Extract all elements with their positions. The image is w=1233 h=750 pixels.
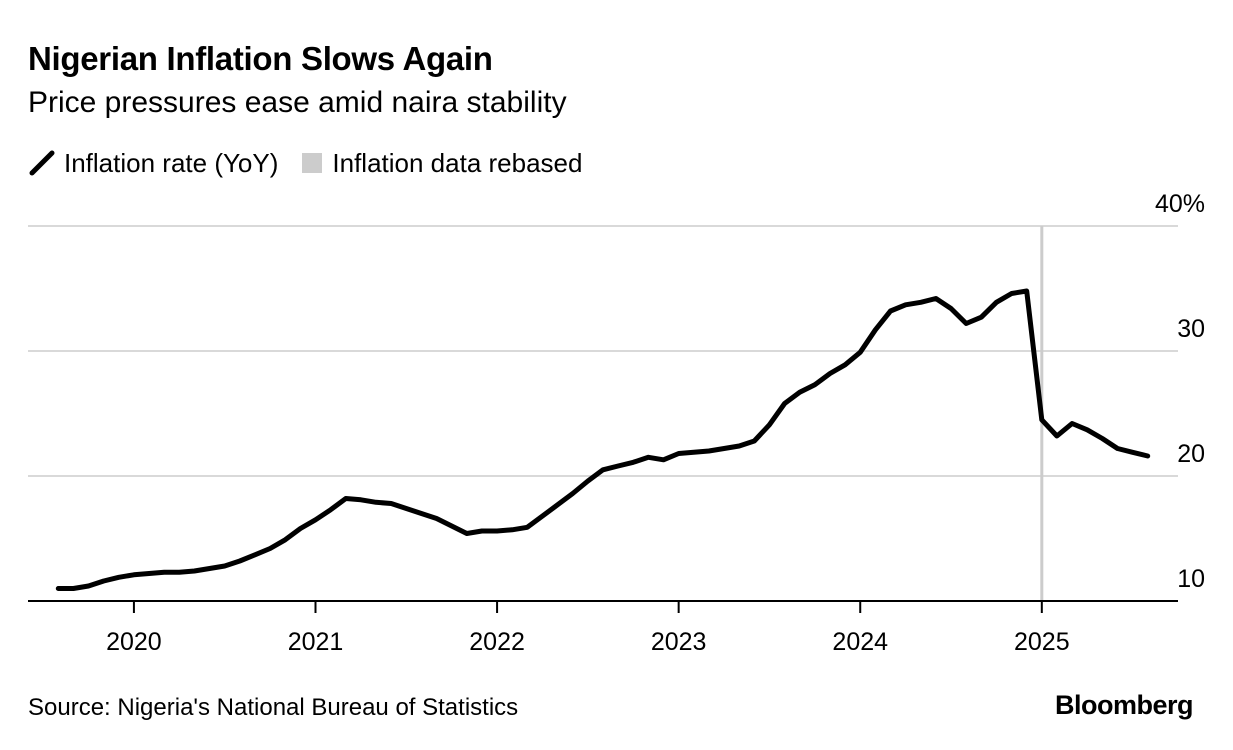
x-tick-label-2023: 2023 [651, 628, 707, 656]
y-tick-label-40: 40% [1155, 190, 1205, 218]
source-note: Source: Nigeria's National Bureau of Sta… [28, 694, 519, 721]
x-tick-label-2025: 2025 [1014, 628, 1070, 656]
legend-item-rebased: Inflation data rebased [302, 148, 582, 179]
gray-square-icon [302, 153, 323, 173]
diagonal-line-icon [29, 150, 55, 176]
x-tick-label-2022: 2022 [469, 628, 525, 656]
chart-title: Nigerian Inflation Slows Again [28, 40, 493, 77]
y-tick-label-30: 30 [1177, 315, 1205, 343]
y-tick-label-10: 10 [1177, 565, 1205, 593]
inflation-series-line [55, 288, 1151, 591]
legend-label-inflation: Inflation rate (YoY) [64, 147, 279, 178]
x-tick-label-2020: 2020 [106, 628, 162, 656]
y-tick-label-20: 20 [1177, 440, 1205, 468]
bloomberg-logo: Bloomberg [1054, 690, 1194, 720]
chart-subtitle: Price pressures ease amid naira stabilit… [28, 86, 567, 119]
legend-item-inflation: Inflation rate (YoY) [28, 148, 278, 179]
legend-label-rebased: Inflation data rebased [332, 147, 583, 178]
x-tick-label-2024: 2024 [832, 628, 888, 656]
x-tick-label-2021: 2021 [288, 628, 344, 656]
legend: Inflation rate (YoY) Inflation data reba… [28, 146, 606, 180]
